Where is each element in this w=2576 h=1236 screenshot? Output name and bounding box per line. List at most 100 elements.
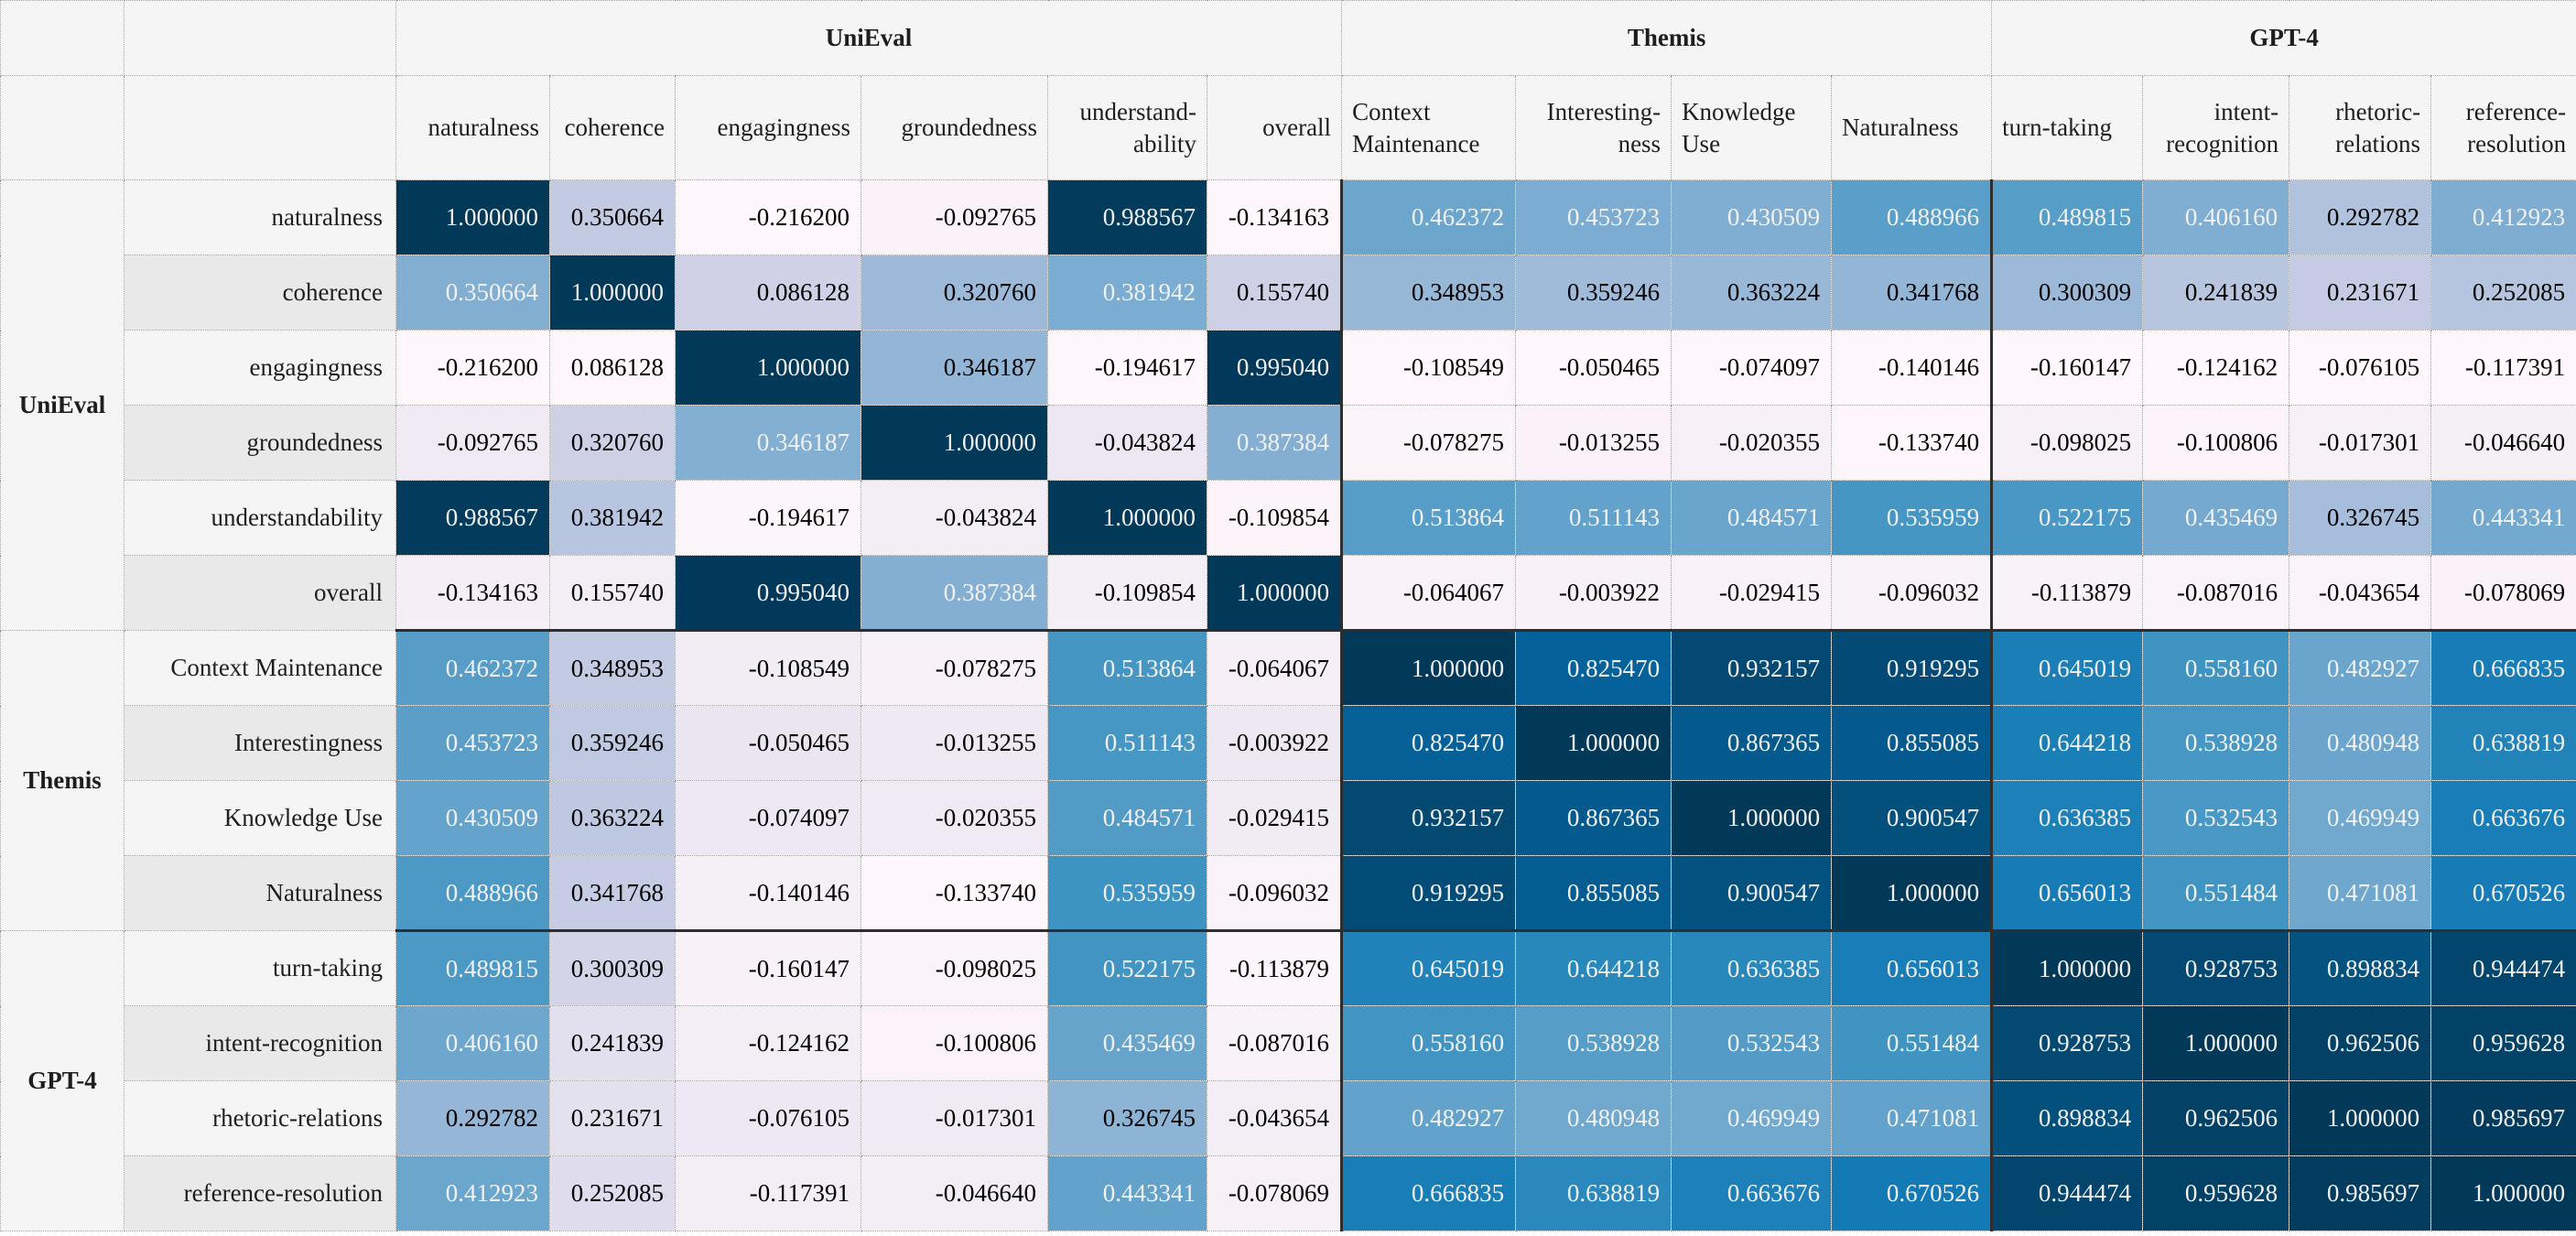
matrix-cell: -0.092765 xyxy=(395,405,550,481)
matrix-cell: -0.134163 xyxy=(1206,179,1343,255)
matrix-cell: -0.098025 xyxy=(1990,405,2144,481)
matrix-cell: 0.453723 xyxy=(395,705,550,781)
matrix-cell: -0.076105 xyxy=(2289,330,2432,406)
matrix-cell: 1.000000 xyxy=(1515,705,1672,781)
matrix-cell: 0.469949 xyxy=(2289,780,2432,856)
matrix-cell: 0.932157 xyxy=(1671,629,1833,706)
col-header-interesting-ness: Interesting-ness xyxy=(1515,75,1672,180)
column-group-unieval: UniEval xyxy=(395,0,1343,76)
matrix-cell: 0.928753 xyxy=(2142,929,2290,1006)
matrix-cell: -0.133740 xyxy=(860,855,1048,931)
column-header-row: naturalness coherence engagingness grounded… xyxy=(0,75,2576,180)
matrix-cell: 0.320760 xyxy=(549,405,676,481)
matrix-cell: 0.462372 xyxy=(1340,179,1517,255)
matrix-cell: 1.000000 xyxy=(2430,1155,2576,1231)
matrix-cell: 0.359246 xyxy=(549,705,676,781)
matrix-cell: 1.000000 xyxy=(395,179,550,255)
row-label-engagingness: engagingness xyxy=(124,330,396,406)
row-label-coherence: coherence xyxy=(124,255,396,331)
matrix-cell: 0.292782 xyxy=(395,1080,550,1156)
matrix-cell: -0.098025 xyxy=(860,929,1048,1006)
matrix-cell: -0.074097 xyxy=(1671,330,1833,406)
matrix-cell: 0.469949 xyxy=(1671,1080,1833,1156)
matrix-cell: 0.644218 xyxy=(1515,929,1672,1006)
matrix-cell: 0.670526 xyxy=(1831,1155,1993,1231)
matrix-cell: -0.113879 xyxy=(1990,555,2144,631)
matrix-cell: 0.348953 xyxy=(549,629,676,706)
corner-cell xyxy=(124,75,396,180)
matrix-cell: -0.194617 xyxy=(1047,330,1207,406)
matrix-cell: -0.078275 xyxy=(860,629,1048,706)
row-label-overall: overall xyxy=(124,555,396,631)
matrix-cell: 1.000000 xyxy=(860,405,1048,481)
matrix-cell: 0.086128 xyxy=(549,330,676,406)
matrix-cell: 0.928753 xyxy=(1990,1005,2144,1081)
matrix-cell: 0.636385 xyxy=(1671,929,1833,1006)
matrix-cell: -0.124162 xyxy=(2142,330,2290,406)
matrix-cell: 0.558160 xyxy=(2142,629,2290,706)
table-row: reference-resolution 0.412923 0.252085 -0.1… xyxy=(1,1155,2576,1231)
matrix-cell: 1.000000 xyxy=(1206,555,1343,631)
row-label-knowledge-use: Knowledge Use xyxy=(124,780,396,856)
table-row: coherence 0.350664 1.000000 0.086128 0.32076… xyxy=(1,255,2576,331)
matrix-cell: -0.020355 xyxy=(860,780,1048,856)
matrix-cell: -0.096032 xyxy=(1206,855,1343,931)
matrix-cell: 0.363224 xyxy=(1671,255,1833,331)
matrix-cell: 0.995040 xyxy=(675,555,861,631)
matrix-cell: 0.666835 xyxy=(2430,629,2576,706)
matrix-cell: 1.000000 xyxy=(1340,629,1517,706)
table-row: Themis Context Maintenance 0.462372 0.34895… xyxy=(0,629,2576,931)
matrix-cell: 0.480948 xyxy=(2289,705,2432,781)
column-group-themis: Themis xyxy=(1341,0,1993,76)
matrix-cell: 0.513864 xyxy=(1047,629,1207,706)
matrix-cell: -0.078069 xyxy=(2430,555,2576,631)
matrix-cell: -0.117391 xyxy=(2430,330,2576,406)
matrix-cell: 0.435469 xyxy=(2142,480,2290,556)
matrix-cell: 0.348953 xyxy=(1340,255,1517,331)
matrix-cell: 0.551484 xyxy=(1831,1005,1993,1081)
matrix-cell: -0.046640 xyxy=(860,1155,1048,1231)
matrix-cell: -0.096032 xyxy=(1831,555,1993,631)
matrix-cell: 1.000000 xyxy=(1831,855,1993,931)
matrix-cell: 0.636385 xyxy=(1990,780,2144,856)
row-label-context-maintenance: Context Maintenance xyxy=(124,630,396,706)
matrix-cell: 0.241839 xyxy=(549,1005,676,1081)
matrix-cell: 0.919295 xyxy=(1340,855,1517,931)
col-header-engagingness: engagingness xyxy=(675,75,861,180)
matrix-cell: -0.003922 xyxy=(1206,705,1343,781)
matrix-cell: 0.919295 xyxy=(1831,629,1993,706)
matrix-cell: 0.488966 xyxy=(395,855,550,931)
matrix-cell: 0.656013 xyxy=(1831,929,1993,1006)
table-row: groundedness -0.092765 0.320760 0.346187 1.0… xyxy=(1,405,2576,481)
matrix-cell: 0.900547 xyxy=(1671,855,1833,931)
col-header-rhetoric-relations: rhetoric-relations xyxy=(2289,75,2432,180)
matrix-cell: 0.513864 xyxy=(1340,480,1517,556)
matrix-cell: -0.043824 xyxy=(860,480,1048,556)
table-row: understandability 0.988567 0.381942 -0.1946… xyxy=(1,480,2576,556)
table-row: intent-recognition 0.406160 0.241839 -0.124… xyxy=(1,1005,2576,1081)
matrix-cell: -0.092765 xyxy=(860,179,1048,255)
matrix-cell: 0.381942 xyxy=(1047,255,1207,331)
corner-cell xyxy=(0,0,124,76)
matrix-cell: 0.532543 xyxy=(1671,1005,1833,1081)
row-label-understandability: understandability xyxy=(124,480,396,556)
matrix-cell: 1.000000 xyxy=(2289,1080,2432,1156)
matrix-cell: -0.216200 xyxy=(675,179,861,255)
matrix-cell: 0.471081 xyxy=(1831,1080,1993,1156)
matrix-cell: 0.300309 xyxy=(1990,255,2144,331)
matrix-cell: 0.558160 xyxy=(1340,1005,1517,1081)
matrix-cell: -0.140146 xyxy=(675,855,861,931)
matrix-cell: 0.292782 xyxy=(2289,179,2432,255)
matrix-cell: 0.638819 xyxy=(1515,1155,1672,1231)
matrix-cell: 0.387384 xyxy=(1206,405,1343,481)
matrix-cell: -0.020355 xyxy=(1671,405,1833,481)
col-header-coherence: coherence xyxy=(549,75,676,180)
matrix-cell: 0.346187 xyxy=(860,330,1048,406)
matrix-cell: 1.000000 xyxy=(1047,480,1207,556)
table-row: UniEval naturalness 1.000000 0.350664 -0.216… xyxy=(0,179,2576,631)
matrix-cell: -0.029415 xyxy=(1671,555,1833,631)
matrix-cell: -0.160147 xyxy=(675,929,861,1006)
matrix-cell: -0.108549 xyxy=(675,629,861,706)
matrix-cell: -0.013255 xyxy=(860,705,1048,781)
